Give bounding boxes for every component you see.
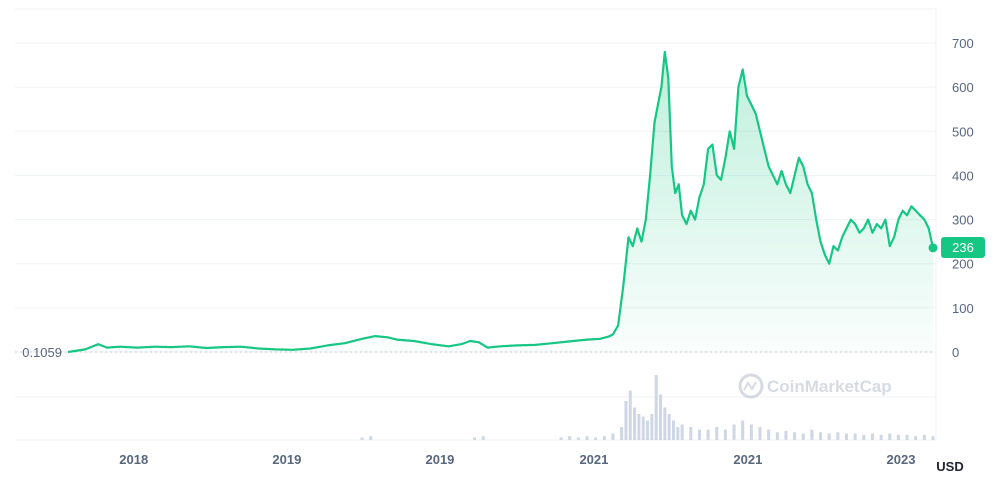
volume-bar bbox=[706, 429, 710, 440]
volume-bar bbox=[758, 427, 762, 440]
y-tick-label: 500 bbox=[952, 124, 974, 139]
volume-bar bbox=[888, 433, 892, 440]
volume-bar bbox=[749, 424, 753, 440]
last-price-badge: 236 bbox=[941, 237, 985, 258]
volume-bar bbox=[741, 420, 745, 440]
x-tick-label: 2019 bbox=[272, 452, 301, 467]
volume-bar bbox=[767, 429, 771, 440]
volume-bar bbox=[628, 390, 632, 440]
y-axis-ticks: 0 100 200 300 400 500 600 700 bbox=[952, 36, 974, 360]
x-tick-label: 2023 bbox=[887, 452, 916, 467]
volume-bar bbox=[732, 424, 736, 440]
volume-bars bbox=[360, 375, 935, 440]
volume-bar bbox=[689, 427, 693, 440]
volume-bar bbox=[672, 420, 675, 440]
y-tick-label: 0 bbox=[952, 345, 959, 360]
volume-bar bbox=[637, 414, 641, 440]
volume-bar bbox=[369, 436, 373, 440]
y-tick-label: 600 bbox=[952, 80, 974, 95]
price-line bbox=[67, 50, 935, 354]
volume-bar bbox=[594, 437, 598, 440]
volume-bar bbox=[879, 434, 883, 440]
volume-bar bbox=[810, 429, 814, 440]
volume-bar bbox=[568, 436, 572, 440]
volume-bar bbox=[481, 436, 485, 440]
volume-bar bbox=[775, 432, 779, 440]
x-tick-label: 2018 bbox=[119, 452, 148, 467]
volume-bar bbox=[676, 427, 680, 440]
volume-bar bbox=[641, 416, 645, 440]
volume-bar bbox=[836, 432, 840, 440]
volume-bar bbox=[633, 407, 637, 440]
volume-bar bbox=[784, 430, 788, 440]
volume-bar bbox=[827, 433, 831, 440]
volume-bar bbox=[697, 429, 701, 440]
start-price-label: 0.1059 bbox=[22, 345, 62, 360]
x-axis-ticks: 2018 2019 2019 2021 2021 2023 bbox=[119, 452, 915, 467]
grid-lines bbox=[15, 8, 937, 441]
volume-bar bbox=[862, 434, 866, 440]
volume-bar bbox=[659, 394, 663, 440]
volume-bar bbox=[853, 433, 857, 440]
volume-bar bbox=[602, 436, 606, 440]
volume-bar bbox=[576, 437, 580, 440]
watermark-text: CoinMarketCap bbox=[767, 377, 892, 396]
y-tick-label: 300 bbox=[952, 213, 974, 228]
volume-bar bbox=[360, 437, 364, 440]
y-tick-label: 700 bbox=[952, 36, 974, 51]
volume-bar bbox=[801, 433, 805, 440]
volume-bar bbox=[819, 432, 823, 440]
volume-bar bbox=[624, 401, 628, 440]
volume-bar bbox=[654, 375, 658, 440]
volume-bar bbox=[585, 436, 589, 440]
volume-bar bbox=[663, 407, 667, 440]
volume-bar bbox=[922, 434, 926, 440]
y-tick-label: 400 bbox=[952, 168, 974, 183]
x-tick-label: 2021 bbox=[579, 452, 608, 467]
volume-bar bbox=[667, 414, 671, 440]
coinmarketcap-logo-icon bbox=[738, 373, 764, 399]
x-tick-label: 2019 bbox=[425, 452, 454, 467]
volume-bar bbox=[931, 436, 935, 440]
currency-label: USD bbox=[936, 459, 963, 474]
volume-bar bbox=[680, 424, 684, 440]
last-price-label: 236 bbox=[952, 240, 974, 255]
volume-bar bbox=[473, 437, 477, 440]
volume-bar bbox=[611, 433, 615, 440]
volume-bar bbox=[870, 433, 874, 440]
x-tick-label: 2021 bbox=[733, 452, 762, 467]
volume-bar bbox=[914, 436, 918, 440]
volume-bar bbox=[646, 420, 650, 440]
volume-bar bbox=[793, 432, 797, 440]
volume-bar bbox=[905, 434, 909, 440]
volume-bar bbox=[896, 434, 900, 440]
y-tick-label: 100 bbox=[952, 301, 974, 316]
watermark: CoinMarketCap bbox=[738, 373, 892, 399]
volume-bar bbox=[620, 427, 624, 440]
last-price-dot bbox=[928, 243, 938, 253]
coinmarketcap-logo-wave bbox=[743, 381, 757, 391]
y-tick-label: 200 bbox=[952, 257, 974, 272]
volume-bar bbox=[723, 429, 727, 440]
price-area bbox=[68, 51, 933, 353]
volume-bar bbox=[650, 414, 654, 440]
volume-bar bbox=[845, 433, 848, 440]
volume-bar bbox=[559, 437, 563, 440]
volume-bar bbox=[715, 427, 719, 440]
